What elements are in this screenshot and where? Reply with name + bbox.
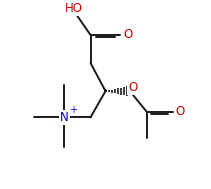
Text: O: O bbox=[123, 28, 133, 41]
Text: O: O bbox=[128, 81, 137, 94]
Text: HO: HO bbox=[65, 2, 83, 15]
Text: N: N bbox=[60, 111, 69, 124]
Text: O: O bbox=[176, 105, 185, 118]
Text: +: + bbox=[69, 105, 77, 115]
